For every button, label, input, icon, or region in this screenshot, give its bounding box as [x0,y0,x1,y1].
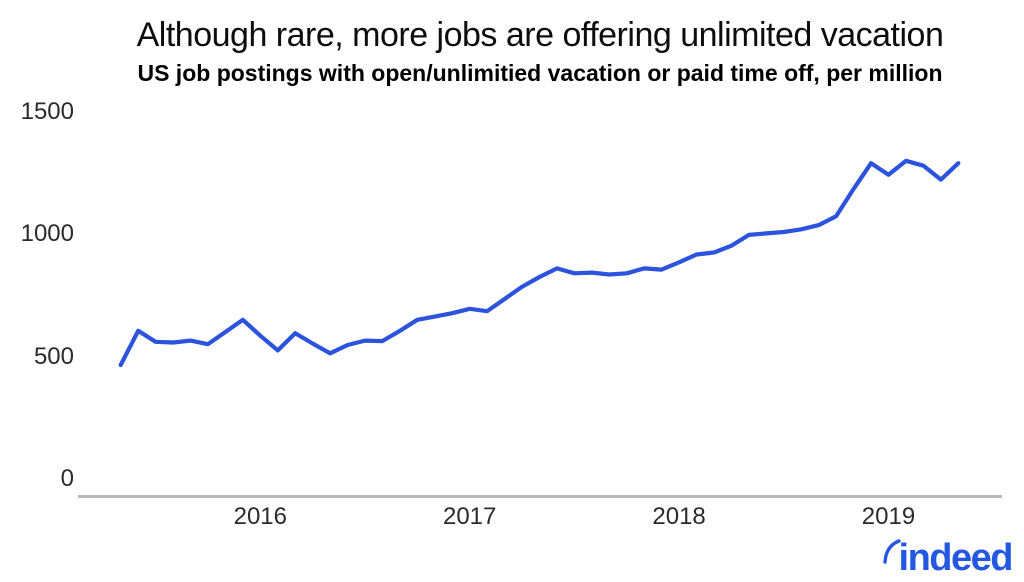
chart-subtitle: US job postings with open/unlimitied vac… [137,60,943,86]
y-tick-label: 1500 [20,97,74,125]
data-line-series [118,158,961,368]
indeed-logo: indeed [880,537,1014,582]
x-tick-label: 2016 [233,503,287,530]
y-tick-label: 0 [60,464,74,492]
x-axis-line [78,495,1002,498]
indeed-swoosh-icon [882,539,901,564]
x-tick-label: 2018 [652,503,706,530]
x-tick-label: 2019 [861,503,916,530]
chart-title: Although rare, more jobs are offering un… [136,16,944,54]
indeed-logo-text: indeed [898,537,1014,579]
y-tick-label: 1000 [20,220,74,248]
x-tick-label: 2017 [442,503,497,530]
y-tick-label: 500 [33,342,74,370]
